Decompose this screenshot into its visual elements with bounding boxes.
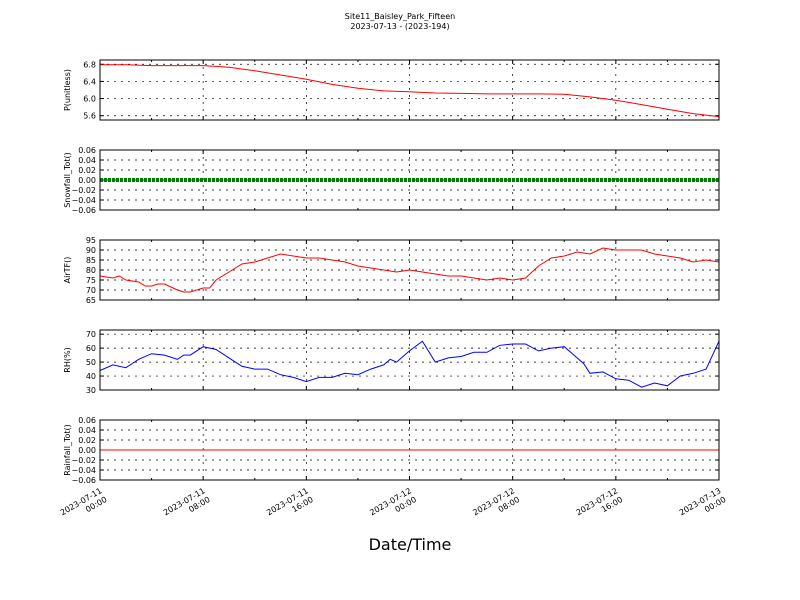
y-axis-label: RH(%) xyxy=(63,347,72,372)
y-tick-label: 0.00 xyxy=(78,446,96,455)
series-line-p-unitless xyxy=(100,64,720,118)
y-tick-label: 40 xyxy=(86,372,96,381)
axes-frame xyxy=(99,239,720,301)
x-axis-label: Date/Time xyxy=(369,535,452,554)
y-axis-label: P(unitless) xyxy=(63,69,72,111)
y-tick-label: 60 xyxy=(86,344,96,353)
subplot-snowfall-tot: −0.06−0.04−0.020.000.020.040.06 Snowfall_… xyxy=(63,146,720,215)
y-axis-label: Snowfall_Tot() xyxy=(63,152,72,208)
chart-title-line-2: 2023-07-13 - (2023-194) xyxy=(350,22,449,31)
axes-frame xyxy=(99,59,720,121)
y-tick-label: −0.04 xyxy=(71,196,96,205)
y-tick-label: 0.02 xyxy=(78,436,96,445)
y-axis-label: Rainfall_Tot() xyxy=(63,424,72,476)
y-tick-label: 85 xyxy=(86,256,96,265)
y-tick-label: −0.02 xyxy=(71,456,96,465)
y-tick-label: 6.4 xyxy=(83,77,96,86)
y-tick-label: −0.06 xyxy=(71,476,96,485)
y-tick-label: 0.06 xyxy=(78,146,96,155)
series-line-airtf xyxy=(99,247,720,293)
y-tick-label: 95 xyxy=(86,236,96,245)
y-tick-label: 80 xyxy=(86,266,96,275)
y-tick-label: 0.04 xyxy=(78,156,96,165)
subplots: 5.66.06.46.8P(unitless)−0.06−0.04−0.020.… xyxy=(63,59,720,485)
axes-frame xyxy=(99,329,720,391)
y-tick-label: 6.0 xyxy=(83,95,96,104)
subplot-p-unitless: 5.6 6.0 6.4 6.8 P(unitless) xyxy=(63,59,720,121)
y-tick-label: 30 xyxy=(86,386,96,395)
axes-frame xyxy=(99,149,720,211)
y-tick-label: 75 xyxy=(86,276,96,285)
y-tick-label: 5.6 xyxy=(83,112,96,121)
y-tick-label: 65 xyxy=(86,296,96,305)
chart-title-line-1: Site11_Baisley_Park_Fifteen xyxy=(345,12,455,21)
y-tick-label: 0.04 xyxy=(78,426,96,435)
y-tick-label: 90 xyxy=(86,246,96,255)
y-tick-label: 0.06 xyxy=(78,416,96,425)
y-tick-label: 70 xyxy=(86,330,96,339)
y-tick-label: 0.02 xyxy=(78,166,96,175)
series-line-rh xyxy=(99,340,720,388)
y-tick-label: −0.04 xyxy=(71,466,96,475)
y-tick-label: 70 xyxy=(86,286,96,295)
y-axis-label: AirTF() xyxy=(63,257,72,284)
y-tick-label: 6.8 xyxy=(83,60,96,69)
y-tick-label: −0.06 xyxy=(71,206,96,215)
axes-frame xyxy=(99,419,720,481)
y-tick-label: 50 xyxy=(86,358,96,367)
subplot-rh: 30 40 50 60 70 RH(%) xyxy=(63,329,720,395)
y-tick-label: 0.00 xyxy=(78,176,96,185)
subplot-rainfall-tot: −0.06−0.04−0.020.000.020.040.06 Rainfall_… xyxy=(63,416,720,485)
y-tick-label: −0.02 xyxy=(71,186,96,195)
